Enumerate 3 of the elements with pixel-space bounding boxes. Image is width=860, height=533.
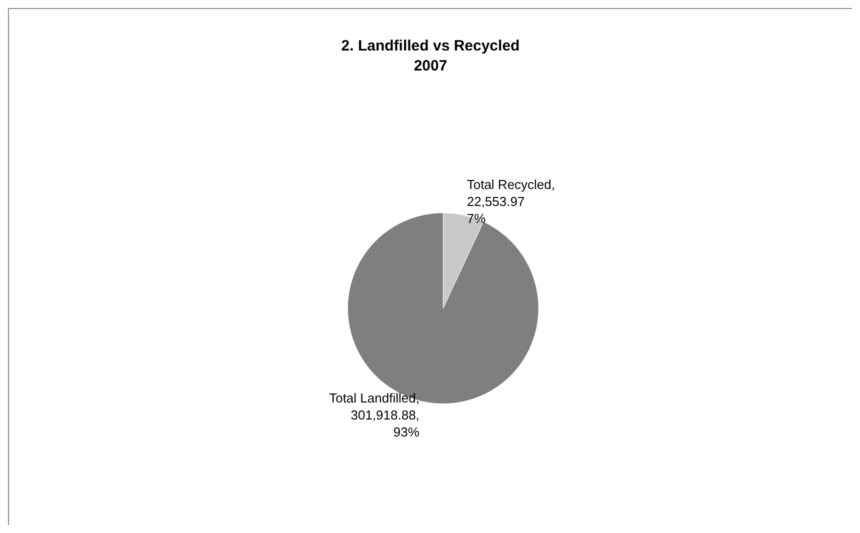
slice-label: Total Recycled, 22,553.97 7% — [466, 176, 556, 226]
chart-title: 2. Landfilled vs Recycled 2007 — [341, 38, 520, 74]
slice-label: Total Landfilled, 301,918.88, 93% — [329, 390, 420, 440]
